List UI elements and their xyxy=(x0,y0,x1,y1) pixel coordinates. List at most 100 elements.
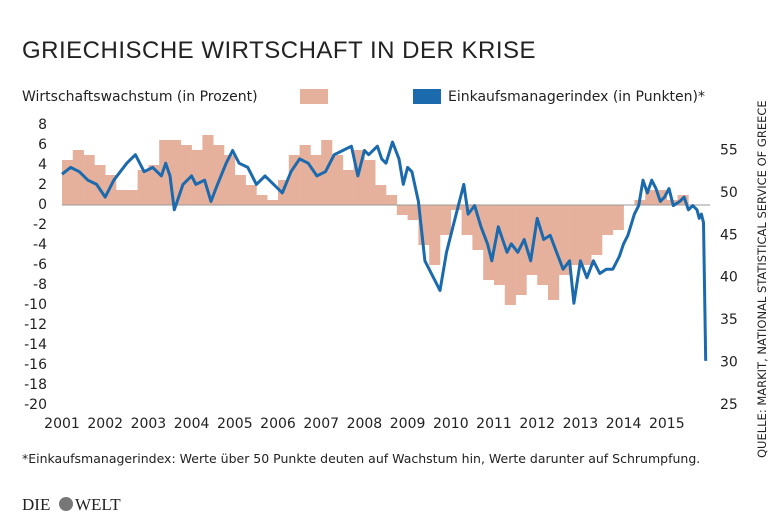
area-segment xyxy=(612,205,624,230)
x-tick-label: 2007 xyxy=(303,416,339,432)
y-tick-label: 2 xyxy=(38,177,47,193)
area-segment xyxy=(537,205,549,285)
area-segment xyxy=(558,205,570,275)
x-tick-label: 2013 xyxy=(563,416,599,432)
x-tick-label: 2015 xyxy=(649,416,685,432)
area-segment xyxy=(407,205,419,220)
area-segment xyxy=(418,205,430,245)
y-tick-label: 6 xyxy=(38,137,47,153)
y-tick-label: -16 xyxy=(24,357,47,373)
logo-text: WELT xyxy=(75,495,121,514)
y2-tick-label: 30 xyxy=(720,355,738,371)
y2-tick-label: 55 xyxy=(720,142,738,158)
y-tick-label: 0 xyxy=(38,197,47,213)
area-segment xyxy=(105,175,117,205)
legend-label: Einkaufsmanagerindex (in Punkten)* xyxy=(448,89,705,105)
x-tick-label: 2009 xyxy=(390,416,426,432)
area-segment xyxy=(170,140,182,205)
area-segment xyxy=(429,205,441,265)
x-tick-label: 2006 xyxy=(260,416,296,432)
y-tick-label: -10 xyxy=(24,297,47,313)
y-tick-label: -6 xyxy=(33,257,47,273)
logo-globe xyxy=(59,497,73,511)
area-segment xyxy=(224,155,236,205)
x-tick-label: 2014 xyxy=(606,416,642,432)
x-tick-label: 2003 xyxy=(131,416,167,432)
area-segment xyxy=(645,190,657,205)
y-tick-label: -14 xyxy=(24,337,47,353)
area-segment xyxy=(267,200,279,205)
area-segment xyxy=(375,185,387,205)
area-segment xyxy=(310,155,322,205)
plot-area: -20-18-16-14-12-10-8-6-4-202468253035404… xyxy=(24,117,738,432)
area-segment xyxy=(180,145,192,205)
pmi-line xyxy=(61,140,708,361)
area-segment xyxy=(504,205,516,305)
area-segment xyxy=(94,165,106,205)
y-tick-label: 8 xyxy=(38,117,47,133)
area-segment xyxy=(332,155,344,205)
area-segment xyxy=(569,205,581,265)
source: QUELLE: MARKIT, NATIONAL STATISTICAL SER… xyxy=(755,100,769,458)
logo-text: DIE xyxy=(22,495,50,514)
area-segment xyxy=(137,170,149,205)
area-segment xyxy=(72,150,84,205)
y2-tick-label: 35 xyxy=(720,312,738,328)
area-segment xyxy=(159,140,171,205)
area-segment xyxy=(548,205,560,300)
x-tick-label: 2011 xyxy=(476,416,512,432)
area-segment xyxy=(126,190,138,205)
area-segment xyxy=(245,185,257,205)
x-tick-label: 2005 xyxy=(217,416,253,432)
area-segment xyxy=(353,150,365,205)
area-segment xyxy=(148,165,160,205)
legend-swatch xyxy=(300,89,328,104)
y2-tick-label: 40 xyxy=(720,270,738,286)
area-segment xyxy=(256,195,268,205)
y-tick-label: -18 xyxy=(24,377,47,393)
y-tick-label: -12 xyxy=(24,317,47,333)
y2-tick-label: 50 xyxy=(720,185,738,201)
area-segment xyxy=(656,190,668,205)
area-segment xyxy=(396,205,408,215)
area-segment xyxy=(342,170,354,205)
area-segment xyxy=(386,195,398,205)
area-segment xyxy=(288,155,300,205)
area-segment xyxy=(191,150,203,205)
x-tick-label: 2012 xyxy=(519,416,555,432)
x-tick-label: 2002 xyxy=(87,416,123,432)
area-segment xyxy=(472,205,484,250)
chart-title: GRIECHISCHE WIRTSCHAFT IN DER KRISE xyxy=(22,37,536,64)
y-tick-label: -4 xyxy=(33,237,47,253)
area-segment xyxy=(202,135,214,205)
y2-tick-label: 45 xyxy=(720,227,738,243)
area-segment xyxy=(440,205,452,235)
y-tick-label: -2 xyxy=(33,217,47,233)
area-segment xyxy=(364,160,376,205)
x-tick-label: 2008 xyxy=(347,416,383,432)
y-tick-label: -20 xyxy=(24,397,47,413)
area-segment xyxy=(526,205,538,275)
area-segment xyxy=(580,205,592,265)
area-segment xyxy=(62,160,74,205)
legend-swatch xyxy=(413,89,441,104)
legend-label: Wirtschaftswachstum (in Prozent) xyxy=(22,89,258,105)
y-tick-label: 4 xyxy=(38,157,47,173)
x-tick-label: 2004 xyxy=(174,416,210,432)
area-segment xyxy=(461,205,473,235)
area-segment xyxy=(299,145,311,205)
area-segment xyxy=(234,175,246,205)
y2-tick-label: 25 xyxy=(720,397,738,413)
area-segment xyxy=(515,205,527,295)
area-segment xyxy=(494,205,506,285)
footnote: *Einkaufsmanagerindex: Werte über 50 Pun… xyxy=(22,451,700,466)
area-segment xyxy=(602,205,614,235)
x-tick-label: 2001 xyxy=(44,416,80,432)
area-segment xyxy=(116,190,128,205)
area-segment xyxy=(213,145,225,205)
y-tick-label: -8 xyxy=(33,277,47,293)
x-tick-label: 2010 xyxy=(433,416,469,432)
area-segment xyxy=(483,205,495,280)
